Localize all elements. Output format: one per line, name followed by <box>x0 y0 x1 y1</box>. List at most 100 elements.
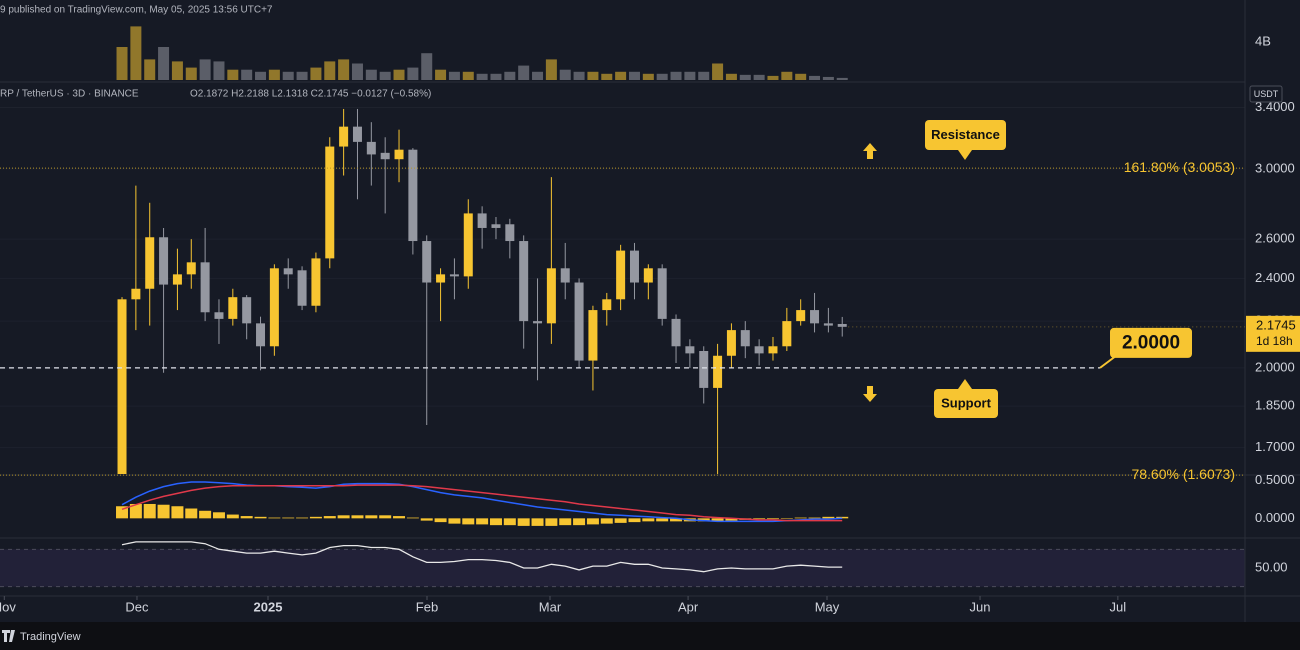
volume-bar <box>255 71 267 80</box>
axes: 3.40003.00002.60002.40002.20002.00001.85… <box>0 33 1295 614</box>
volume-bar <box>213 61 225 80</box>
volume-bar <box>338 59 350 80</box>
volume-bar <box>199 59 211 80</box>
ohlc-label: O2.1872 H2.2188 L2.1318 C2.1745 −0.0127 … <box>190 89 431 100</box>
macd-histogram-bar <box>808 517 821 519</box>
macd-histogram-bar <box>351 515 364 519</box>
y-tick-label: 3.0000 <box>1255 160 1295 175</box>
volume-bar <box>296 71 308 80</box>
x-tick-label: 2025 <box>254 599 283 614</box>
symbol-label: RP / TetherUS · 3D · BINANCE <box>0 89 139 100</box>
volume-bar <box>158 46 170 80</box>
rsi-tick-label: 50.00 <box>1255 559 1288 574</box>
candle-body <box>463 213 473 277</box>
currency-label: USDT <box>1254 89 1279 99</box>
candle-body <box>768 346 778 354</box>
macd-histogram-bar <box>586 518 599 525</box>
macd-histogram-bar <box>780 518 793 519</box>
candle-body <box>283 268 293 275</box>
candle-body <box>269 268 279 347</box>
volume-bar <box>116 46 128 80</box>
candle-body <box>754 346 764 354</box>
macd-histogram-bar <box>794 517 807 519</box>
candle-body <box>339 126 349 147</box>
volume-bar <box>435 69 447 80</box>
level-label: 2.0000 <box>1122 332 1180 353</box>
candle-body <box>740 330 750 347</box>
volume-bar <box>767 75 779 80</box>
candle-body <box>782 321 792 347</box>
support-label: Support <box>941 395 991 410</box>
candle-body <box>422 241 432 283</box>
candle-body <box>574 282 584 361</box>
macd-histogram-bar <box>836 516 849 519</box>
volume-bar <box>822 76 834 80</box>
macd-histogram-bar <box>226 514 239 519</box>
macd-line <box>121 481 843 523</box>
candle-body <box>214 312 224 319</box>
candle-body <box>159 237 169 285</box>
resistance-box <box>925 120 1006 150</box>
rsi-line <box>121 541 843 573</box>
y-tick-label: 1.7000 <box>1255 439 1295 454</box>
published-note: 9 published on TradingView.com, May 05, … <box>0 5 273 16</box>
countdown-label: 1d 18h <box>1256 334 1293 348</box>
candle-body <box>408 149 418 242</box>
volume-bar <box>628 71 640 80</box>
candle-body <box>394 149 404 160</box>
volume-bar <box>407 67 419 80</box>
candle-body <box>560 268 570 283</box>
macd-histogram-bar <box>462 518 475 525</box>
volume-bar <box>753 74 765 80</box>
candle-body <box>505 224 515 242</box>
resistance-label: Resistance <box>931 127 1000 142</box>
volume-bar <box>559 69 571 80</box>
candle-body <box>242 297 252 324</box>
macd-histogram-bar <box>420 518 433 521</box>
volume-bar <box>809 75 821 80</box>
candle-body <box>629 250 639 283</box>
x-tick-label: Mar <box>539 599 562 614</box>
candle-body <box>616 250 626 300</box>
macd-histogram-bar <box>406 517 419 519</box>
volume-bar <box>490 73 502 80</box>
macd-histogram-bar <box>670 518 683 522</box>
macd-histogram-bar <box>143 503 156 519</box>
brand-name: TradingView <box>20 631 81 643</box>
macd-histogram-bar <box>822 516 835 519</box>
macd-histogram-bar <box>559 518 572 526</box>
candle-body <box>837 323 847 327</box>
footer-bar <box>0 622 1300 650</box>
candle-body <box>533 321 543 324</box>
candle-body <box>186 262 196 275</box>
macd-histogram-bar <box>753 518 766 520</box>
macd-histogram-bar <box>711 518 724 522</box>
candle-body <box>477 213 487 228</box>
macd-histogram-bar <box>448 518 461 524</box>
macd-histogram-bar <box>157 504 170 519</box>
x-tick-label: Apr <box>678 599 699 614</box>
macd-histogram-bar <box>116 506 129 519</box>
candle-body <box>713 355 723 388</box>
volume-bar <box>351 63 363 80</box>
volume-bar <box>282 71 294 80</box>
last-price-label: 2.1745 <box>1256 317 1296 332</box>
candle-body <box>228 297 238 319</box>
candle-body <box>366 141 376 155</box>
candle-body <box>519 241 529 322</box>
macd-histogram-bar <box>212 512 225 519</box>
x-tick-label: Nov <box>0 599 16 614</box>
macd-histogram-bar <box>268 517 281 519</box>
resistance-pointer <box>958 150 972 160</box>
level-box <box>1110 327 1192 358</box>
volume-bar <box>310 67 322 80</box>
macd-histogram-bar <box>517 518 530 526</box>
candle-body <box>588 310 598 361</box>
macd-histogram-bar <box>503 518 516 526</box>
macd-histogram-bar <box>656 518 669 522</box>
volume-bar <box>532 71 544 80</box>
candle-body <box>699 350 709 388</box>
volume-bar <box>421 53 433 80</box>
